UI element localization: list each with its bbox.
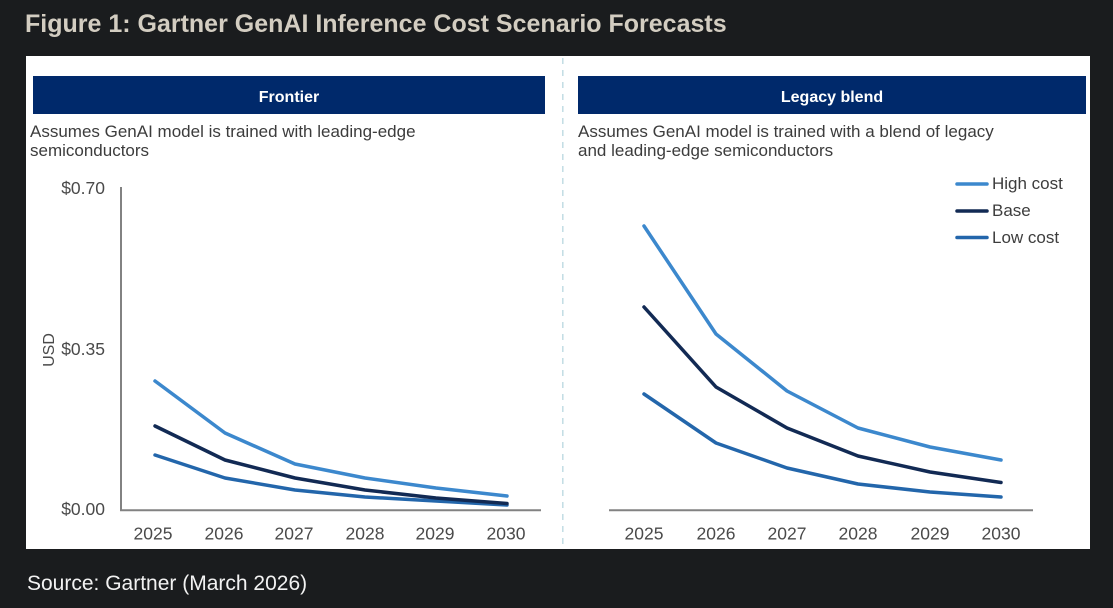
svg-text:2025: 2025 (134, 524, 173, 544)
svg-text:$0.00: $0.00 (61, 499, 105, 519)
svg-text:2029: 2029 (416, 524, 455, 544)
svg-text:2027: 2027 (275, 524, 314, 544)
svg-text:2029: 2029 (911, 524, 950, 544)
svg-text:USD: USD (41, 333, 58, 367)
svg-text:2025: 2025 (625, 524, 664, 544)
svg-text:High cost: High cost (992, 174, 1063, 193)
svg-text:2026: 2026 (697, 524, 736, 544)
svg-text:$0.35: $0.35 (61, 339, 105, 359)
svg-text:$0.70: $0.70 (61, 178, 105, 198)
svg-text:2027: 2027 (768, 524, 807, 544)
svg-text:2030: 2030 (487, 524, 526, 544)
svg-text:2026: 2026 (205, 524, 244, 544)
svg-text:2028: 2028 (346, 524, 385, 544)
svg-text:2030: 2030 (982, 524, 1021, 544)
svg-text:Low cost: Low cost (992, 228, 1059, 247)
svg-text:Base: Base (992, 201, 1031, 220)
svg-text:2028: 2028 (839, 524, 878, 544)
